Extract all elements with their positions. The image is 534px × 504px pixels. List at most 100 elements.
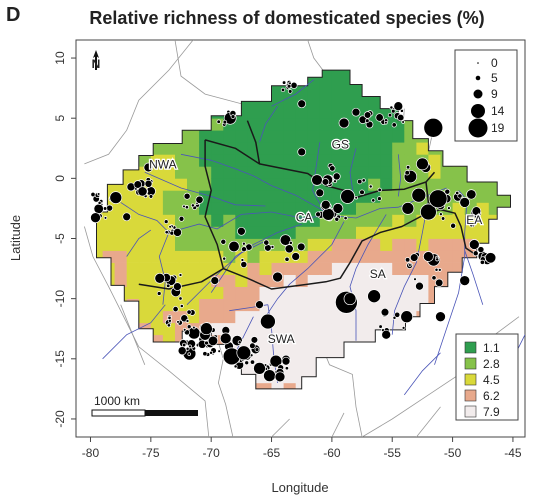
raster-cell (307, 142, 321, 155)
raster-cell (440, 250, 453, 263)
raster-cell (187, 286, 200, 299)
raster-cell (138, 226, 152, 239)
plot-point (391, 108, 396, 114)
plot-point (250, 336, 259, 344)
raster-cell (223, 310, 236, 324)
plot-point (182, 328, 187, 332)
raster-cell (356, 154, 369, 167)
raster-cell (283, 274, 297, 287)
plot-point (296, 242, 306, 252)
raster-cell (319, 286, 333, 299)
plot-point (320, 199, 331, 210)
raster-cell (271, 298, 284, 312)
plot-point (471, 206, 482, 216)
y-tick-label: -15 (53, 350, 67, 368)
raster-cell (259, 154, 272, 167)
plot-point (457, 193, 463, 199)
raster-cell (235, 250, 248, 263)
plot-point (97, 200, 102, 205)
plot-point (333, 179, 337, 184)
raster-cell (187, 130, 200, 143)
plot-point (167, 315, 172, 320)
raster-cell (331, 346, 345, 360)
plot-point (90, 191, 96, 198)
raster-cell (138, 202, 152, 215)
plot-point (109, 191, 123, 204)
raster-cell (295, 298, 309, 312)
plot-point (437, 268, 442, 272)
raster-cell (344, 94, 357, 107)
raster-cell (452, 166, 466, 179)
raster-cell (295, 130, 309, 143)
raster-cell (331, 250, 345, 263)
raster-cell (307, 238, 321, 251)
raster-cell (344, 130, 357, 143)
plot-point (394, 311, 401, 318)
raster-cell (331, 310, 345, 324)
raster-cell (392, 262, 405, 275)
plot-point (380, 307, 390, 317)
plot-point (290, 81, 298, 89)
color-legend-value: 1.1 (483, 341, 500, 355)
plot-point (148, 194, 154, 199)
raster-cell (344, 82, 357, 95)
raster-cell (138, 310, 152, 324)
raster-cell (175, 262, 188, 275)
plot-point (280, 87, 286, 93)
raster-cell (319, 310, 333, 324)
raster-cell (307, 262, 321, 275)
raster-cell (211, 178, 224, 191)
plot-point (400, 310, 414, 324)
raster-cell (344, 322, 357, 336)
plot-point (391, 122, 397, 128)
raster-cell (356, 322, 369, 336)
raster-cell (452, 238, 466, 251)
raster-cell (380, 238, 393, 251)
raster-cell (380, 262, 393, 275)
plot-point (166, 323, 171, 328)
raster-cell (175, 250, 188, 263)
raster-cell (319, 94, 333, 107)
raster-cell (283, 310, 297, 324)
plot-point (204, 340, 209, 346)
raster-cell (235, 178, 248, 191)
raster-cell (102, 214, 116, 227)
plot-point (90, 212, 101, 224)
raster-cell (211, 214, 224, 227)
raster-cell (150, 202, 164, 215)
plot-point (182, 204, 186, 209)
raster-cell (138, 274, 152, 287)
plot-point (186, 324, 192, 330)
raster-cell (211, 310, 224, 324)
plot-point (137, 186, 148, 197)
raster-cell (211, 202, 224, 215)
raster-cell (223, 178, 236, 191)
color-legend: 1.1 2.8 4.5 6.2 7.9 (455, 333, 519, 421)
raster-cell (114, 238, 128, 251)
raster-cell (150, 166, 164, 179)
raster-cell (223, 202, 236, 215)
raster-cell (114, 202, 128, 215)
raster-cell (368, 274, 381, 287)
raster-cell (138, 262, 152, 275)
raster-cell (247, 214, 260, 227)
raster-cell (271, 250, 284, 263)
plot-point (384, 120, 388, 125)
raster-cell (392, 238, 405, 251)
raster-cell (344, 154, 357, 167)
raster-cell (368, 154, 381, 167)
raster-cell (259, 226, 272, 239)
raster-cell (223, 166, 236, 179)
plot-point (284, 256, 290, 262)
raster-cell (271, 154, 284, 167)
raster-cell (235, 154, 248, 167)
plot-point (178, 296, 183, 301)
plot-point (281, 356, 291, 366)
rivers (102, 79, 525, 420)
raster-cell (283, 118, 297, 131)
plot-point (207, 335, 219, 346)
plot-point (195, 195, 204, 204)
plot-point (435, 278, 444, 287)
raster-cell (150, 142, 164, 155)
